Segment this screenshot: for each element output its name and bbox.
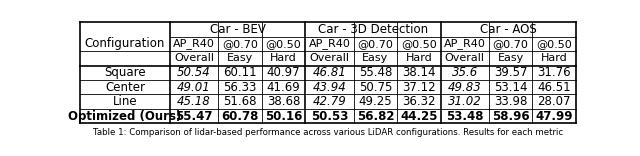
Text: 46.51: 46.51 <box>538 81 571 94</box>
Text: 43.94: 43.94 <box>312 81 346 94</box>
Text: 38.68: 38.68 <box>267 95 300 108</box>
Text: 28.07: 28.07 <box>538 95 571 108</box>
Text: AP_R40: AP_R40 <box>173 39 215 49</box>
Text: Optimized (Ours): Optimized (Ours) <box>68 110 182 122</box>
Text: Easy: Easy <box>227 53 253 63</box>
Text: 41.69: 41.69 <box>267 81 300 94</box>
Text: 49.83: 49.83 <box>448 81 482 94</box>
Text: 58.96: 58.96 <box>492 110 529 122</box>
Text: Line: Line <box>113 95 138 108</box>
Text: @0.50: @0.50 <box>401 39 436 49</box>
Text: Easy: Easy <box>497 53 524 63</box>
Text: 33.98: 33.98 <box>494 95 527 108</box>
Text: 31.76: 31.76 <box>538 66 571 79</box>
Text: Configuration: Configuration <box>85 37 165 50</box>
Text: Center: Center <box>105 81 145 94</box>
Text: 35.6: 35.6 <box>452 66 478 79</box>
Text: 50.75: 50.75 <box>358 81 392 94</box>
Text: Hard: Hard <box>406 53 432 63</box>
Text: 38.14: 38.14 <box>402 66 436 79</box>
Text: 50.16: 50.16 <box>265 110 302 122</box>
Text: Car - 3D Detection: Car - 3D Detection <box>318 23 428 36</box>
Text: 31.02: 31.02 <box>448 95 482 108</box>
Text: AP_R40: AP_R40 <box>444 39 486 49</box>
Text: 42.79: 42.79 <box>312 95 346 108</box>
Text: Overall: Overall <box>445 53 484 63</box>
Text: 56.33: 56.33 <box>223 81 257 94</box>
Text: Easy: Easy <box>362 53 388 63</box>
Text: 51.68: 51.68 <box>223 95 257 108</box>
Text: @0.50: @0.50 <box>536 39 572 49</box>
Text: 53.48: 53.48 <box>446 110 484 122</box>
Text: 49.25: 49.25 <box>358 95 392 108</box>
Text: 37.12: 37.12 <box>402 81 436 94</box>
Text: Hard: Hard <box>541 53 568 63</box>
Text: 49.01: 49.01 <box>177 81 211 94</box>
Text: @0.70: @0.70 <box>493 39 529 49</box>
Text: 60.11: 60.11 <box>223 66 257 79</box>
Text: 45.18: 45.18 <box>177 95 211 108</box>
Text: @0.70: @0.70 <box>357 39 393 49</box>
Text: 50.54: 50.54 <box>177 66 211 79</box>
Text: 56.82: 56.82 <box>356 110 394 122</box>
Text: 60.78: 60.78 <box>221 110 259 122</box>
Text: Overall: Overall <box>310 53 349 63</box>
Text: Square: Square <box>104 66 146 79</box>
Text: Table 1: Comparison of lidar-based performance across various LiDAR configuratio: Table 1: Comparison of lidar-based perfo… <box>93 128 563 137</box>
Text: Car - BEV: Car - BEV <box>210 23 266 36</box>
Text: 50.53: 50.53 <box>311 110 348 122</box>
Text: @0.50: @0.50 <box>266 39 301 49</box>
Text: Car - AOS: Car - AOS <box>480 23 537 36</box>
Text: 39.57: 39.57 <box>494 66 527 79</box>
Text: 44.25: 44.25 <box>400 110 438 122</box>
Text: 36.32: 36.32 <box>402 95 436 108</box>
Text: Hard: Hard <box>270 53 297 63</box>
Text: Overall: Overall <box>174 53 214 63</box>
Text: 53.14: 53.14 <box>494 81 527 94</box>
Text: 55.48: 55.48 <box>358 66 392 79</box>
Text: AP_R40: AP_R40 <box>308 39 350 49</box>
Text: 46.81: 46.81 <box>312 66 346 79</box>
Text: @0.70: @0.70 <box>222 39 258 49</box>
Text: 40.97: 40.97 <box>267 66 300 79</box>
Text: 55.47: 55.47 <box>175 110 213 122</box>
Text: 47.99: 47.99 <box>536 110 573 122</box>
